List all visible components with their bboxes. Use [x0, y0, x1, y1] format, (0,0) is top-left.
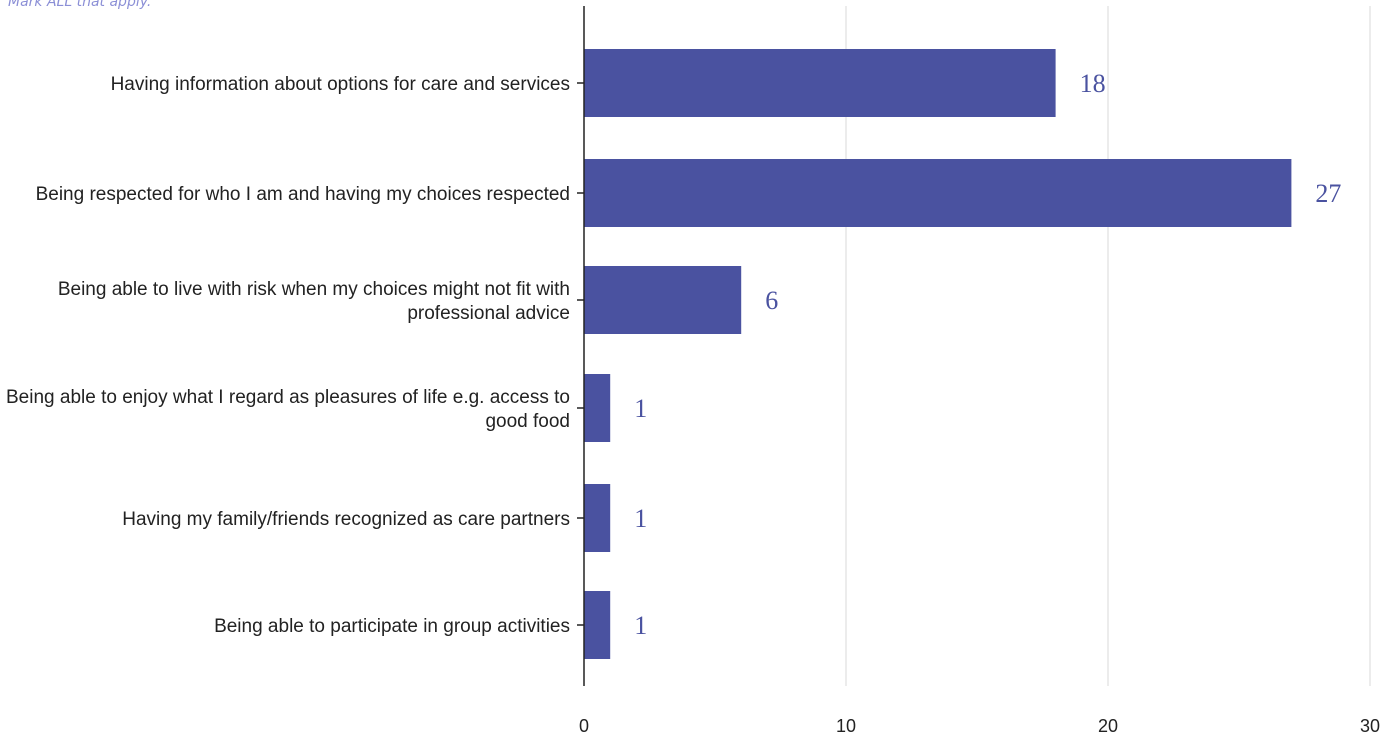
category-label-line: good food	[485, 411, 570, 432]
data-label-5: 1	[634, 611, 647, 640]
data-label-0: 18	[1080, 69, 1106, 98]
category-label-1: Being respected for who I am and having …	[36, 184, 570, 205]
bar-0	[584, 49, 1056, 117]
category-label-4: Having my family/friends recognized as c…	[122, 509, 570, 530]
x-tick-label-10: 10	[836, 716, 856, 736]
category-label-0: Having information about options for car…	[111, 74, 570, 95]
category-label-5: Being able to participate in group activ…	[214, 616, 570, 637]
bar-4	[584, 484, 611, 552]
category-label-line: Being able to live with risk when my cho…	[58, 279, 570, 300]
bar-1	[584, 159, 1292, 227]
category-label-line: Being respected for who I am and having …	[36, 184, 570, 205]
category-label-3: Being able to enjoy what I regard as ple…	[6, 387, 570, 432]
category-label-line: Being able to participate in group activ…	[214, 616, 570, 637]
x-tick-label-0: 0	[579, 716, 589, 736]
category-label-line: Having my family/friends recognized as c…	[122, 509, 570, 530]
data-label-4: 1	[634, 504, 647, 533]
data-label-2: 6	[765, 286, 778, 315]
bar-2	[584, 266, 742, 334]
data-label-3: 1	[634, 394, 647, 423]
instruction-text: Mark ALL that apply.	[8, 0, 152, 10]
x-tick-label-30: 30	[1360, 716, 1380, 736]
category-label-2: Being able to live with risk when my cho…	[58, 279, 570, 324]
bar-3	[584, 374, 611, 442]
data-label-1: 27	[1315, 179, 1341, 208]
x-tick-label-20: 20	[1098, 716, 1118, 736]
bar-5	[584, 591, 611, 659]
category-label-line: professional advice	[407, 303, 570, 324]
category-label-line: Being able to enjoy what I regard as ple…	[6, 387, 570, 408]
category-label-line: Having information about options for car…	[111, 74, 570, 95]
